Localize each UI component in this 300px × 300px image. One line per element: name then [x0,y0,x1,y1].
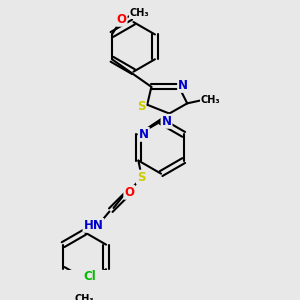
Text: Cl: Cl [83,270,96,283]
Text: N: N [139,128,149,141]
Text: S: S [137,100,146,112]
Text: O: O [124,186,134,199]
Text: O: O [117,13,127,26]
Text: N: N [178,79,188,92]
Text: S: S [137,171,146,184]
Text: N: N [161,115,172,128]
Text: CH₃: CH₃ [130,8,149,18]
Text: CH₃: CH₃ [201,95,220,105]
Text: HN: HN [83,219,103,232]
Text: CH₃: CH₃ [75,294,94,300]
